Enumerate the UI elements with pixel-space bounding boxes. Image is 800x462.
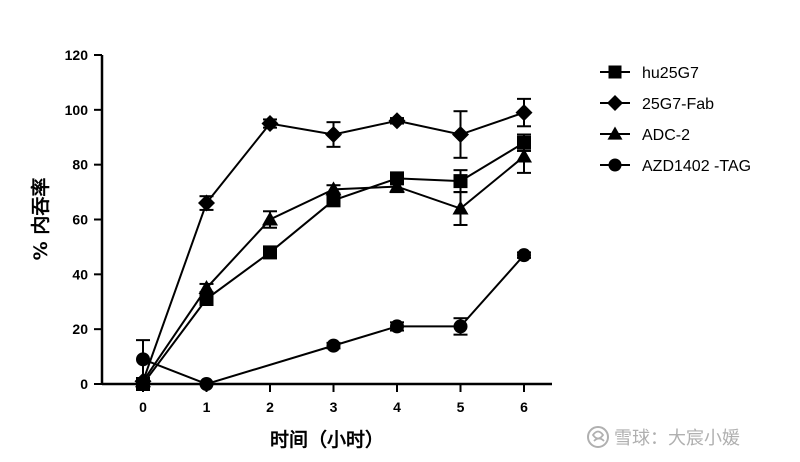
y-tick-label: 60 [72,212,88,228]
series-line [142,254,525,386]
data-point [516,148,532,163]
x-tick-label: 3 [330,399,338,415]
data-point [389,178,405,193]
x-tick-label: 6 [520,399,528,415]
data-point [199,292,214,307]
legend-label: hu25G7 [642,65,699,82]
series-hu25g7 [136,133,531,391]
legend-label: ADC-2 [642,127,690,144]
watermark: 雪球：大宸小媛 [587,426,740,449]
x-tick-label: 4 [393,399,401,415]
data-point [452,200,469,215]
y-tick-label: 80 [72,157,88,173]
legend-marker [607,126,623,140]
data-point [325,181,342,196]
x-tick-label: 0 [139,399,147,415]
data-point [453,319,468,334]
x-tick-label: 5 [457,399,465,415]
y-tick-label: 40 [72,266,88,282]
legend: hu25G7 25G7-Fab ADC-2 AZD1402 -TAG [600,65,751,175]
data-point [326,338,341,353]
watermark-text: 雪球：大宸小媛 [614,428,740,449]
legend-item: AZD1402 -TAG [600,158,751,175]
data-point [136,352,150,367]
data-point [198,194,215,212]
y-tick-label: 100 [65,102,89,118]
data-point [453,174,468,189]
data-point [198,280,215,295]
series-adc-2 [135,138,532,388]
series-25g7-fab [134,97,533,390]
data-point [135,373,151,388]
y-tick-label: 20 [72,321,88,337]
data-point [325,126,342,144]
legend-item: 25G7-Fab [600,95,714,113]
y-ticks: 0 20 40 60 80 100 120 [65,47,102,392]
data-point [390,319,404,334]
y-tick-label: 120 [65,47,89,63]
x-axis-label: 时间（小时） [270,428,384,451]
legend-marker [607,95,623,111]
legend-label: AZD1402 -TAG [642,158,751,175]
plot-area [134,97,533,391]
data-point [326,193,341,208]
data-point [517,248,531,263]
y-tick-label: 0 [80,376,88,392]
legend-marker [608,158,622,172]
legend-label: 25G7-Fab [642,96,714,113]
data-point [515,104,533,122]
data-point [262,211,278,226]
data-point [263,245,277,260]
chart-axes: 0 20 40 60 80 100 120 0 1 2 3 4 5 6 [65,47,552,415]
data-point [261,115,279,133]
legend-item: hu25G7 [600,65,699,82]
x-ticks: 0 1 2 3 4 5 6 [139,384,528,415]
data-point [388,112,406,130]
x-tick-label: 1 [203,399,211,415]
x-tick-label: 2 [266,399,274,415]
legend-item: ADC-2 [600,126,690,144]
data-point [199,377,214,391]
data-point [452,126,469,144]
legend-marker [608,65,622,79]
y-axis-label: % 内吞率 [29,178,52,261]
series-azd1402-tag [136,248,531,391]
snowball-logo-icon [587,426,609,448]
